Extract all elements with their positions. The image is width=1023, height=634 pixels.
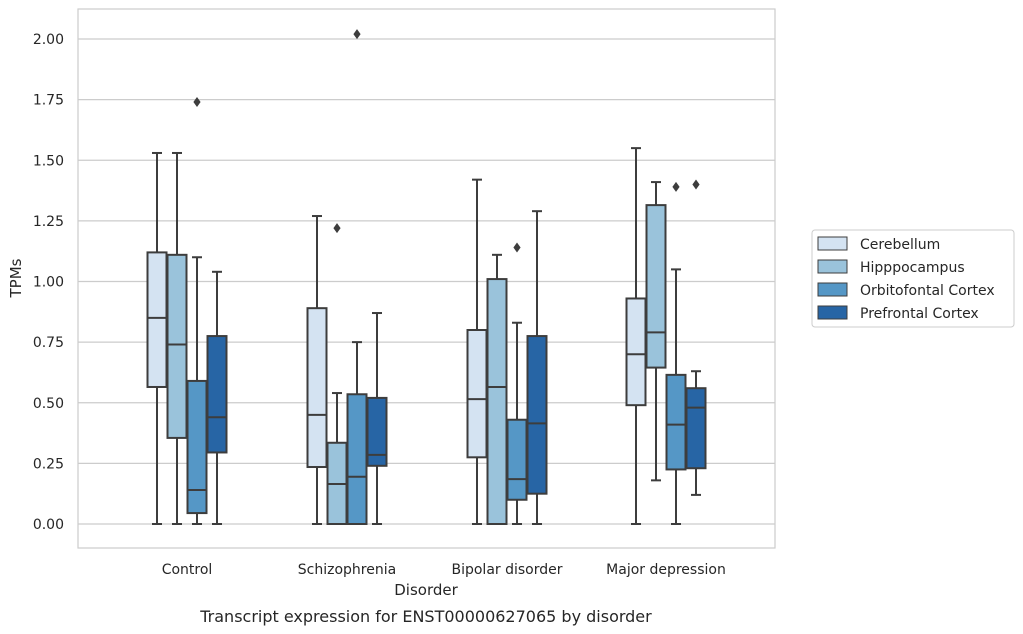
box-cerebellum-bipolar-disorder <box>466 178 488 525</box>
outlier-point <box>193 97 201 108</box>
box-iqr <box>206 335 228 454</box>
legend-swatch <box>817 282 848 297</box>
x-tick-label: Bipolar disorder <box>451 562 562 578</box>
box-iqr <box>466 329 488 459</box>
x-axis-label: Disorder <box>394 581 458 599</box>
y-tick-label: 0.25 <box>33 456 64 472</box>
plot-area <box>146 29 707 526</box>
legend-swatch <box>817 236 848 251</box>
legend-frame <box>811 229 1015 328</box>
outlier-point <box>513 242 521 253</box>
box-iqr <box>366 396 388 467</box>
box-iqr <box>506 418 528 501</box>
box-hipppocampus-control <box>166 151 188 525</box>
box-hipppocampus-schizophrenia <box>326 223 348 526</box>
outlier-point <box>692 179 700 190</box>
x-tick-label: Major depression <box>606 562 726 578</box>
box-iqr <box>526 335 548 495</box>
box-prefrontal-cortex-bipolar-disorder <box>526 210 548 525</box>
y-axis-label: TPMs <box>7 258 25 298</box>
plot-frame <box>77 8 776 549</box>
box-cerebellum-major-depression <box>625 147 647 525</box>
box-iqr <box>665 373 687 471</box>
legend-label: Hipppocampus <box>860 260 965 276</box>
legend-label: Prefrontal Cortex <box>860 306 979 322</box>
y-tick-label: 1.75 <box>33 93 64 109</box>
box-prefrontal-cortex-schizophrenia <box>366 312 388 525</box>
outlier-point <box>353 29 361 40</box>
box-orbitofontal-cortex-major-depression <box>665 181 687 525</box>
box-prefrontal-cortex-major-depression <box>685 179 707 496</box>
x-tick-label: Schizophrenia <box>298 562 396 578</box>
legend-label: Cerebellum <box>860 237 940 253</box>
x-tick-label: Control <box>162 562 213 578</box>
box-cerebellum-schizophrenia <box>306 215 328 525</box>
figure-caption: Transcript expression for ENST0000062706… <box>199 607 652 626</box>
y-tick-label: 1.00 <box>33 275 64 291</box>
legend-swatch <box>817 259 848 274</box>
box-orbitofontal-cortex-control <box>186 97 208 525</box>
y-tick-label: 0.75 <box>33 335 64 351</box>
box-iqr <box>645 204 667 369</box>
box-orbitofontal-cortex-bipolar-disorder <box>506 242 528 525</box>
legend-label: Orbitofontal Cortex <box>860 283 995 299</box>
x-axis-ticks: Control Schizophrenia Bipolar disorder Majo… <box>162 562 726 578</box>
box-orbitofontal-cortex-schizophrenia <box>346 29 368 526</box>
box-iqr <box>346 393 368 526</box>
box-iqr <box>306 307 328 469</box>
box-hipppocampus-bipolar-disorder <box>486 253 508 526</box>
y-tick-label: 0.50 <box>33 396 64 412</box>
y-tick-label: 1.50 <box>33 153 64 169</box>
box-iqr <box>186 379 208 515</box>
box-iqr <box>146 251 168 388</box>
y-tick-label: 2.00 <box>33 32 64 48</box>
outlier-point <box>333 223 341 234</box>
legend-swatch <box>817 305 848 320</box>
box-iqr <box>685 387 707 470</box>
y-tick-label: 0.00 <box>33 517 64 533</box>
box-cerebellum-control <box>146 151 168 525</box>
box-hipppocampus-major-depression <box>645 181 667 482</box>
box-iqr <box>625 297 647 407</box>
box-iqr <box>486 278 508 526</box>
outlier-point <box>672 181 680 192</box>
y-axis-ticks: 0.00 0.25 0.50 0.75 1.00 1.25 1.50 1.75 2.00 <box>33 32 64 533</box>
y-tick-label: 1.25 <box>33 214 64 230</box>
box-prefrontal-cortex-control <box>206 270 228 525</box>
legend: Cerebellum Hipppocampus Orbitofontal Corte… <box>811 229 1015 328</box>
box-iqr <box>166 253 188 439</box>
